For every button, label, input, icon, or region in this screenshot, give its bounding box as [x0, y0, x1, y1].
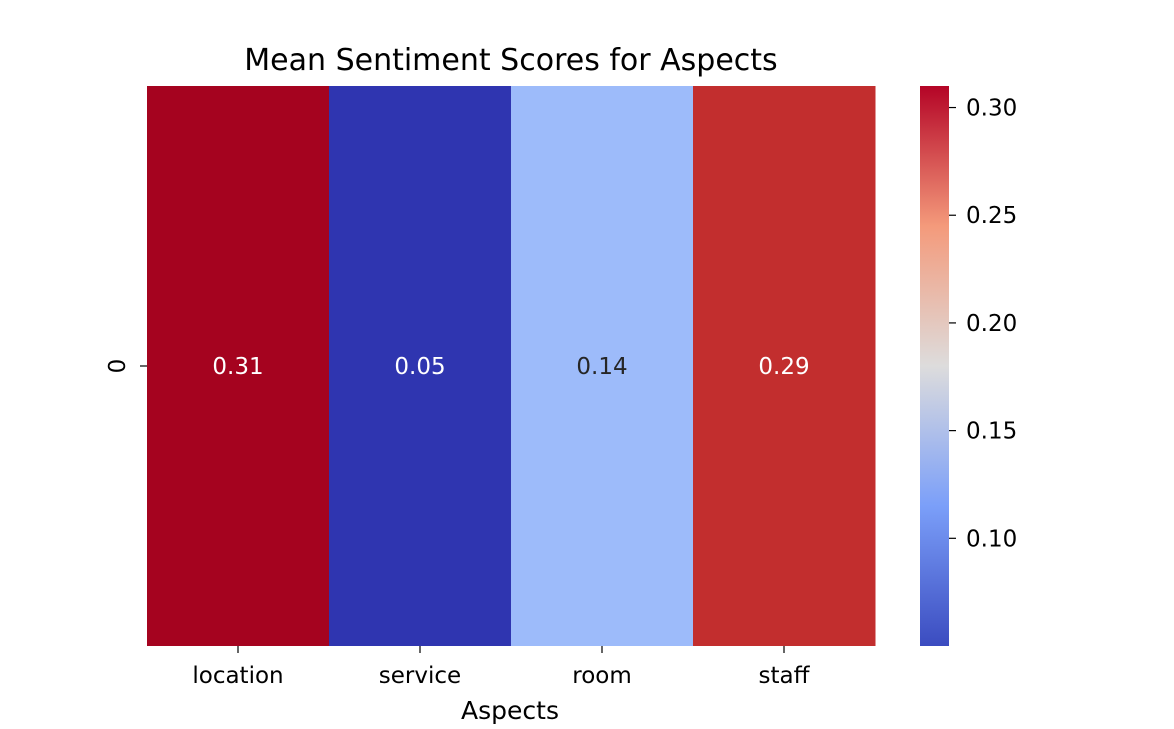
colorbar: 0.10 0.15 0.20 0.25 0.30: [920, 86, 1017, 646]
x-tick-label: staff: [759, 663, 811, 689]
cell-value-label: 0.31: [212, 354, 263, 380]
colorbar-tick-label: 0.25: [966, 203, 1017, 229]
cell-annotations: 0.31 0.05 0.14 0.29: [212, 354, 809, 380]
y-tick-label: 0: [105, 359, 131, 374]
colorbar-tick-label: 0.10: [966, 526, 1017, 552]
colorbar-tick-label: 0.15: [966, 419, 1017, 445]
x-axis-ticks: location service room staff: [192, 646, 811, 689]
heatmap-cell: [329, 86, 512, 646]
x-tick-label: location: [192, 663, 283, 689]
cell-value-label: 0.29: [758, 354, 809, 380]
y-axis-ticks: 0: [105, 359, 147, 374]
colorbar-tick-label: 0.30: [966, 96, 1017, 122]
colorbar-tick-label: 0.20: [966, 311, 1017, 337]
x-tick-label: room: [572, 663, 632, 689]
heatmap-cell: [693, 86, 876, 646]
x-tick-label: service: [379, 663, 461, 689]
colorbar-gradient: [920, 86, 949, 646]
colorbar-ticks: 0.10 0.15 0.20 0.25 0.30: [949, 96, 1017, 552]
x-axis-label: Aspects: [461, 696, 559, 725]
chart-title: Mean Sentiment Scores for Aspects: [244, 43, 777, 78]
heatmap-cell: [147, 86, 330, 646]
cell-value-label: 0.14: [576, 354, 627, 380]
heatmap-cell: [511, 86, 694, 646]
heatmap-cells: [147, 86, 876, 646]
cell-value-label: 0.05: [394, 354, 445, 380]
